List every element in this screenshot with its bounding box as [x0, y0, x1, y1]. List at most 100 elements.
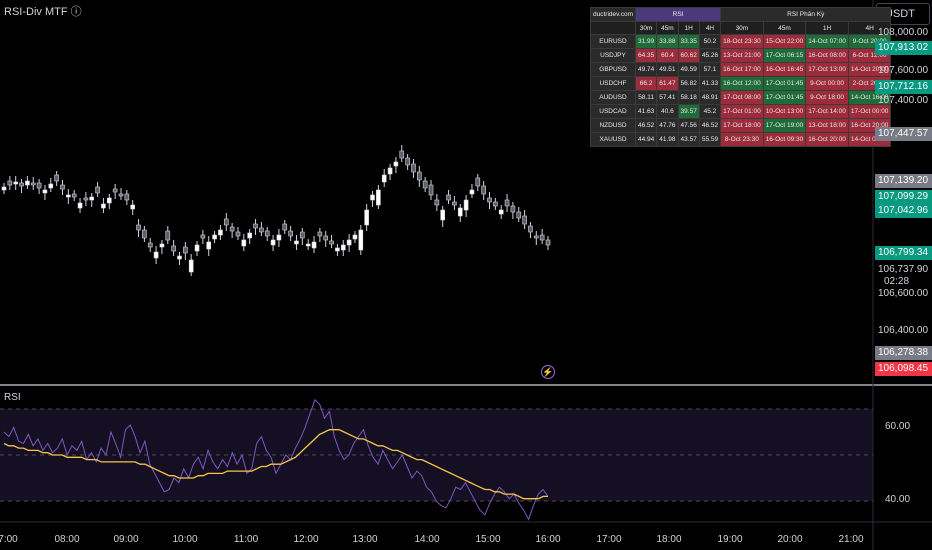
candle-body — [48, 183, 54, 189]
time-axis-label: 16:00 — [535, 534, 561, 545]
candle-body — [335, 247, 340, 252]
candle-body — [235, 231, 241, 237]
candle-body — [288, 230, 293, 237]
divergence-date-cell: 18-Oct 23:30 — [720, 34, 764, 49]
divergence-date-cell: 17-Oct 19:00 — [762, 118, 807, 133]
rsi-value-cell: 33.35 — [677, 34, 700, 49]
candle-body — [241, 239, 247, 247]
candle-body — [25, 180, 30, 186]
price-tag: 107,099.29 — [875, 190, 932, 204]
candle-body — [463, 199, 469, 211]
table-row: USDCAD 41.63 40.6 39.57 45.2 17-Oct 01:00 10-O… — [590, 104, 892, 119]
rsi-value-cell: 57.1 — [698, 62, 722, 77]
candle-body — [487, 197, 492, 203]
rsi-value-cell: 55.59 — [698, 132, 722, 147]
bar-countdown: 02:28 — [884, 276, 910, 287]
rsi-axis-label: 40.00 — [885, 494, 911, 505]
divergence-date-cell: 13-Oct 21:00 — [720, 48, 764, 63]
tf-header: 1H — [805, 21, 849, 35]
candle-body — [183, 246, 188, 254]
candle-body — [411, 163, 416, 173]
divergence-date-cell: 16-Oct 09:30 — [762, 132, 807, 147]
candle-body — [253, 223, 258, 229]
time-axis-label: 20:00 — [777, 534, 803, 545]
rsi-value-cell: 49.51 — [656, 62, 679, 77]
candle-body — [229, 226, 235, 232]
price-axis-label: 106,600.00 — [878, 288, 929, 299]
tf-header: 30m — [720, 21, 764, 35]
candle-body — [475, 177, 481, 187]
rsi-value-cell: 58.18 — [677, 90, 700, 105]
candle-body — [440, 209, 446, 221]
rsi-line — [3, 398, 549, 521]
candle-body — [381, 174, 387, 183]
table-row: USDCHF 66.2 61.47 56.82 41.33 16-Oct 12:00 17-… — [590, 76, 892, 91]
candle-body — [317, 231, 323, 237]
candle-body — [106, 197, 112, 204]
candle-body — [493, 201, 498, 207]
rsi-value-cell: 47.76 — [656, 118, 679, 133]
table-row: EURUSD 31.99 33.88 33.35 50.2 18-Oct 23:30 15-… — [590, 34, 892, 49]
indicator-title[interactable]: RSI-Div MTF ⓘ — [4, 6, 82, 18]
rsi-pane-label[interactable]: RSI — [4, 392, 21, 403]
rsi-value-cell: 46.52 — [698, 118, 722, 133]
table-row: AUDUSD 58.11 57.41 58.18 48.91 17-Oct 08:00 17… — [590, 90, 892, 105]
candle-body — [387, 167, 393, 175]
candle-body — [177, 255, 182, 260]
table-row: XAUUSD 44.94 41.98 43.57 55.59 8-Oct 23:30 16-… — [590, 132, 892, 147]
lightning-icon[interactable]: ⚡ — [541, 365, 555, 379]
candle-body — [95, 186, 100, 194]
divergence-date-cell: 13-Oct 18:00 — [805, 118, 849, 133]
tf-header: 45m — [762, 21, 807, 35]
divergence-date-cell: 15-Oct 22:00 — [762, 34, 807, 49]
time-axis-label: 21:00 — [838, 534, 864, 545]
price-axis-label: 107,600.00 — [878, 65, 929, 76]
rsi-value-cell: 40.6 — [656, 104, 679, 119]
rsi-value-cell: 33.88 — [656, 34, 679, 49]
price-tag: 107,913.02 — [875, 41, 932, 55]
candle-body — [54, 174, 59, 182]
symbol-cell: GBPUSD — [590, 62, 636, 77]
candle-body — [112, 188, 118, 193]
candle-body — [311, 241, 317, 249]
candle-body — [446, 194, 451, 201]
divergence-date-cell: 17-Oct 06:15 — [762, 48, 807, 63]
rsi-value-cell: 39.57 — [677, 104, 700, 119]
divergence-date-cell: 17-Oct 14:00 — [805, 104, 849, 119]
candle-body — [13, 181, 18, 185]
candle-body — [393, 161, 399, 167]
currency-label: USDT — [885, 8, 915, 20]
divergence-date-cell: 14-Oct 07:00 — [805, 34, 849, 49]
symbol-cell: USDCAD — [590, 104, 636, 119]
price-axis-label: 108,000.00 — [878, 27, 929, 38]
candle-body — [370, 194, 375, 201]
candle-body — [89, 196, 95, 201]
rsi-value-cell: 57.41 — [656, 90, 679, 105]
candle-body — [66, 194, 71, 198]
price-axis-label: 107,400.00 — [878, 95, 929, 106]
candle-body — [457, 207, 463, 217]
divergence-date-cell: 8-Oct 23:30 — [720, 132, 764, 147]
current-price-label: 106,737.90 — [878, 264, 929, 275]
candle-body — [346, 239, 352, 246]
symbol-cell: NZDUSD — [590, 118, 636, 133]
candle-body — [417, 171, 422, 181]
candle-body — [323, 235, 329, 241]
rsi-value-cell: 49.74 — [634, 62, 658, 77]
candle-body — [259, 227, 264, 233]
symbol-cell: USDCHF — [590, 76, 636, 91]
candle-body — [452, 201, 457, 206]
candle-body — [142, 229, 147, 239]
time-axis-label: 7:00 — [0, 534, 18, 545]
candle-body — [218, 229, 223, 236]
candle-body — [376, 189, 381, 206]
time-axis-label: 10:00 — [172, 534, 198, 545]
rsi-value-cell: 45.26 — [698, 48, 722, 63]
rsi-value-cell: 60.4 — [656, 48, 679, 63]
divergence-date-cell: 17-Oct 01:00 — [720, 104, 764, 119]
candle-body — [481, 185, 486, 195]
time-axis-label: 18:00 — [656, 534, 682, 545]
candle-body — [428, 184, 434, 196]
time-axis-label: 09:00 — [113, 534, 139, 545]
